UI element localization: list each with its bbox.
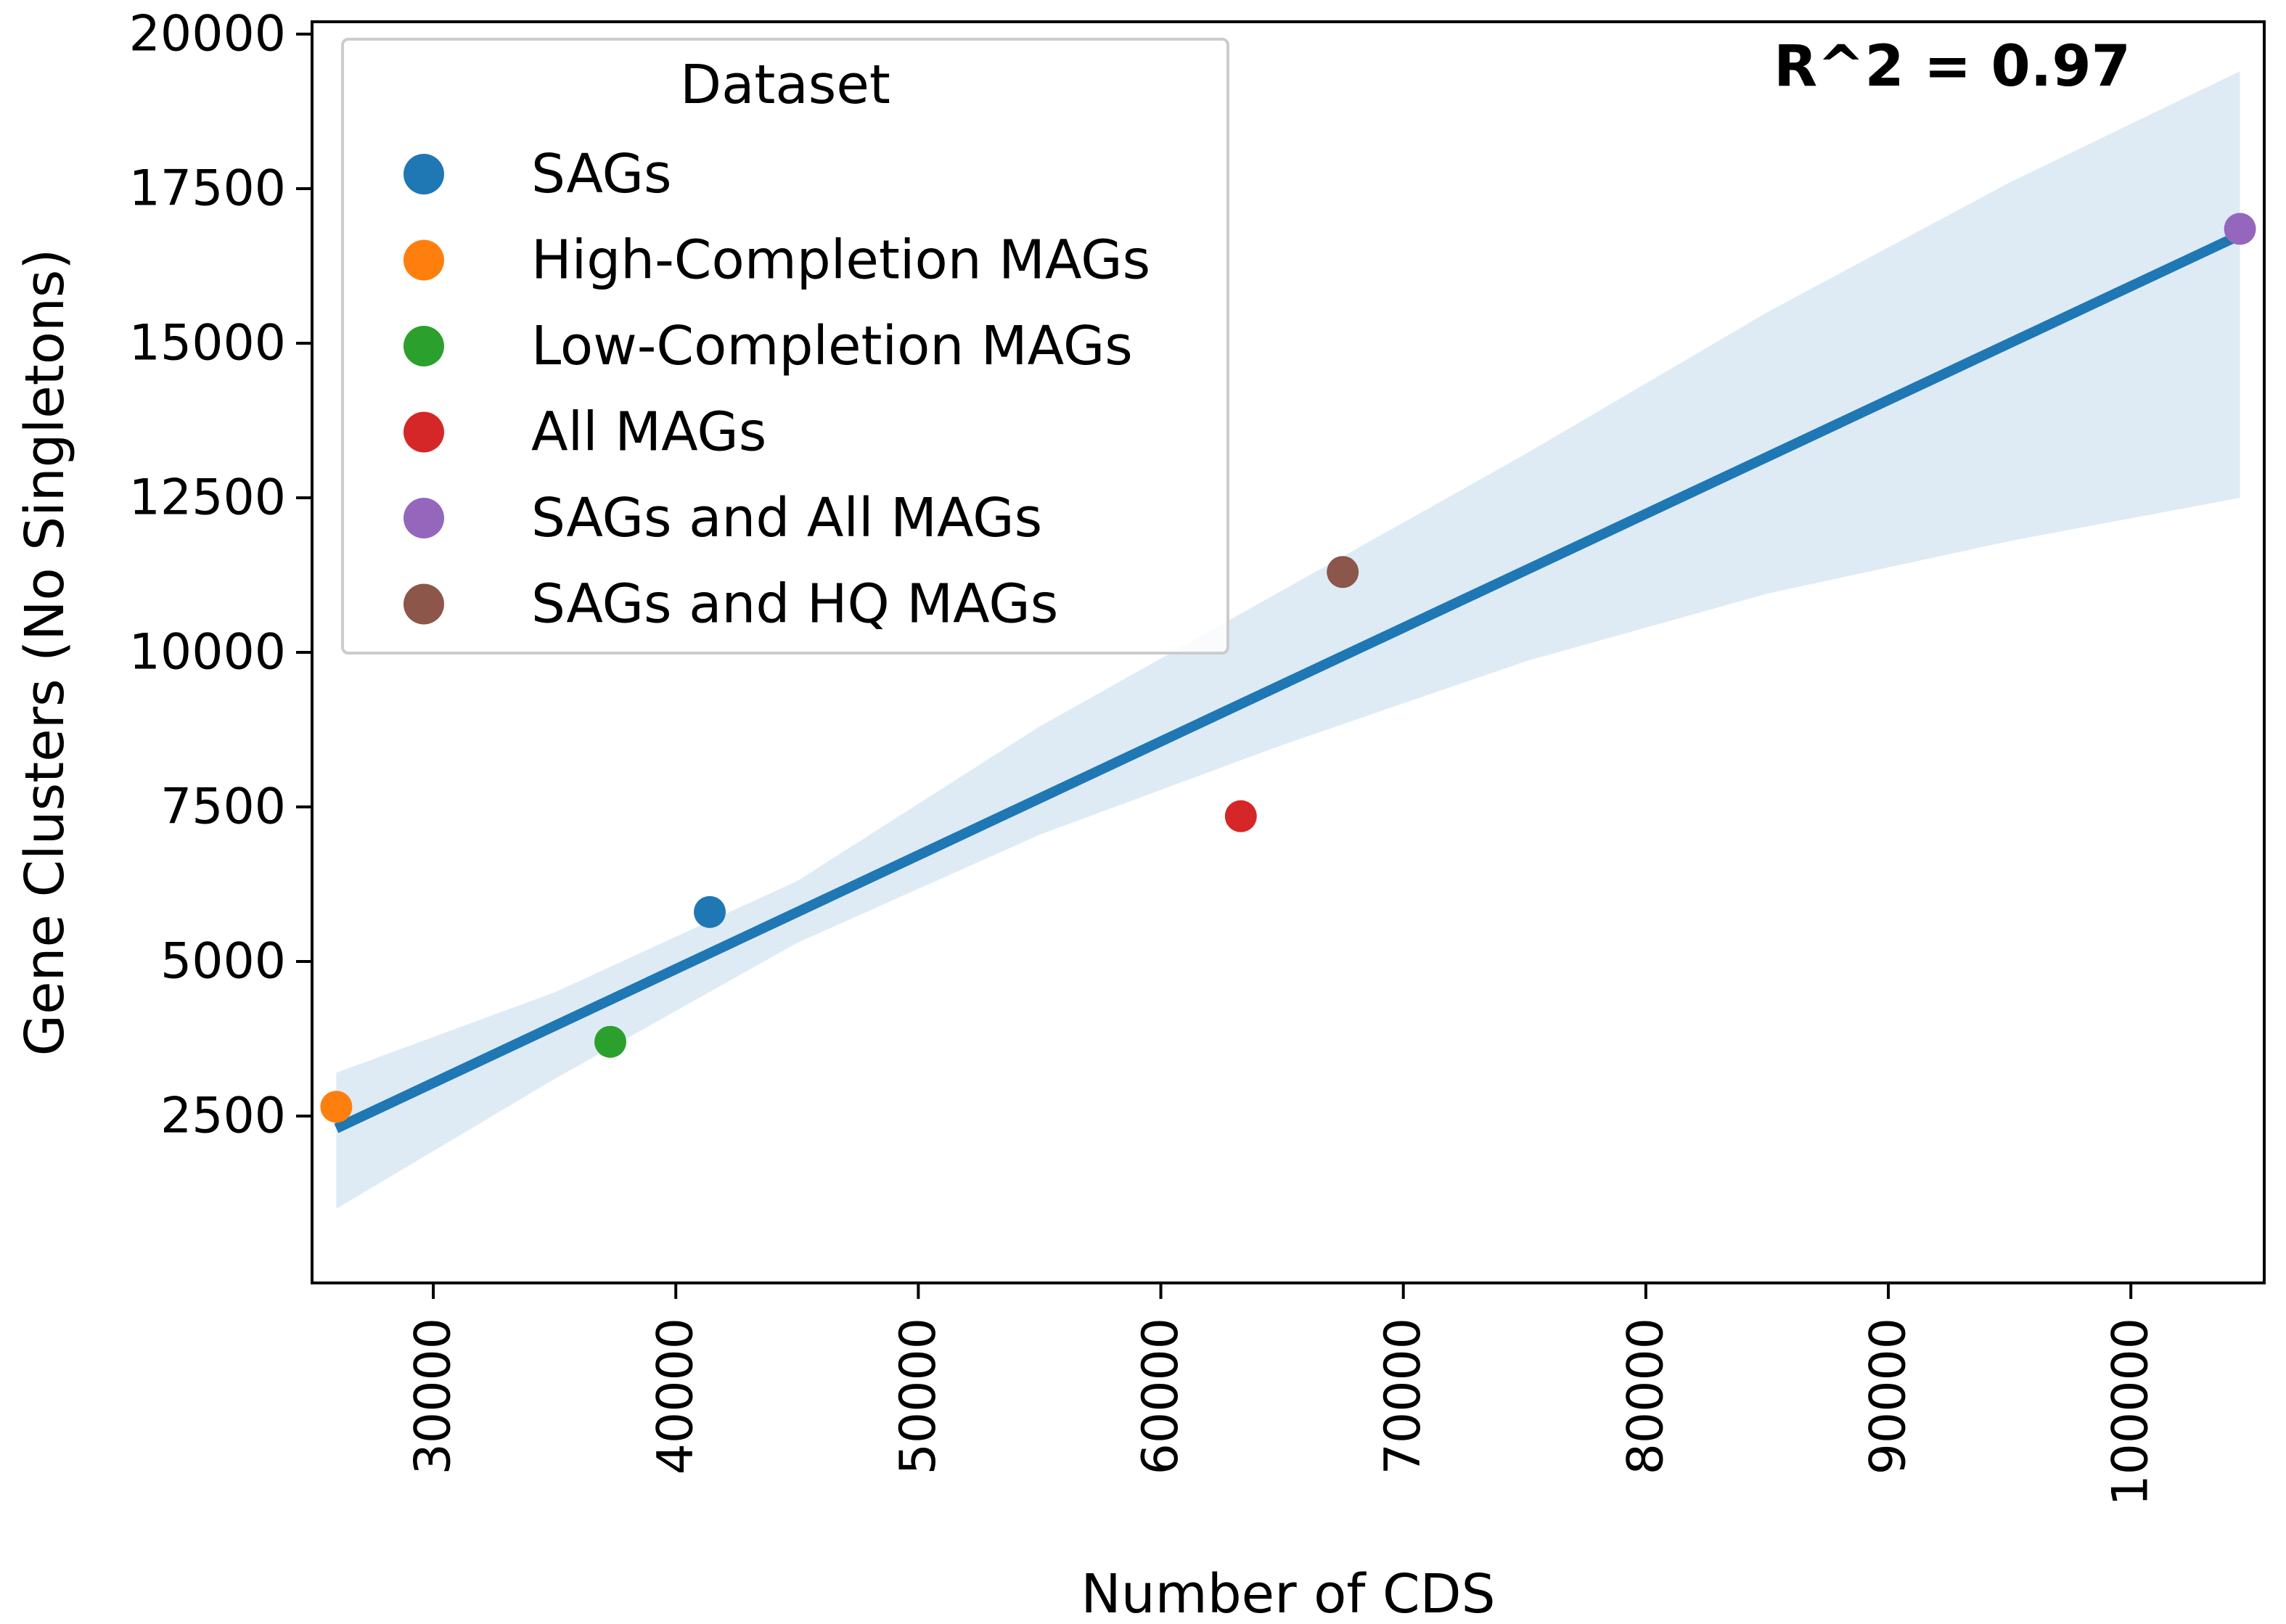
legend: Dataset SAGs High-Completion MAGs Low-Comp… [341,38,1229,655]
y-axis-label: Gene Clusters (No Singletons) [14,249,76,1057]
confidence-band-layer [336,71,2240,1209]
legend-box [341,38,1229,655]
x-tick-label: 80000 [1617,1318,1674,1475]
regression-line [334,230,2242,1133]
legend-marker-all-mags [403,411,444,453]
legend-marker-sags-and-hq-mags [403,583,444,625]
legend-marker-low-completion-mags [403,326,444,366]
legend-marker-sags-and-all-mags [403,498,444,538]
y-tick-label: 17500 [129,160,286,218]
x-tick-label: 40000 [647,1318,705,1475]
data-point-all-mags [1224,800,1257,832]
r-squared-annotation: R^2 = 0.97 [1774,34,2131,99]
y-tick-label: 10000 [129,624,286,681]
x-tick-label: 30000 [405,1318,462,1475]
legend-label-sags: SAGs [531,143,672,205]
data-point-low-completion-mags [594,1025,627,1058]
data-point-sags-and-all-mags [2224,213,2256,245]
legend-title: Dataset [680,54,890,116]
legend-marker-sags [403,154,444,194]
y-tick-label: 12500 [129,469,286,527]
legend-label-low-completion-mags: Low-Completion MAGs [531,315,1133,377]
regression-line-layer [334,230,2242,1133]
x-axis-label: Number of CDS [1081,1563,1495,1624]
legend-items: SAGs High-Completion MAGs Low-Completion M… [403,143,1150,636]
legend-label-sags-and-hq-mags: SAGs and HQ MAGs [531,573,1058,636]
data-point-sags [694,895,726,928]
y-tick-label: 15000 [129,315,286,372]
y-tick-label: 7500 [160,778,286,835]
data-point-sags-and-hq-mags [1327,556,1359,589]
confidence-band [336,71,2240,1209]
x-tick-label: 100000 [2102,1318,2160,1506]
legend-label-sags-and-all-mags: SAGs and All MAGs [531,487,1042,549]
x-tick-label: 70000 [1375,1318,1432,1475]
x-axis-ticks: 30000 40000 50000 60000 70000 80000 90000 10000… [405,1283,2160,1506]
x-tick-label: 90000 [1860,1318,1917,1475]
y-tick-label: 5000 [160,932,286,990]
data-point-high-completion-mags [320,1091,353,1123]
legend-label-all-mags: All MAGs [531,401,766,464]
x-tick-label: 50000 [890,1318,947,1475]
y-axis-ticks: 2500 5000 7500 10000 12500 15000 17500 20000 [129,6,312,1144]
legend-marker-high-completion-mags [403,239,444,281]
data-points-layer [320,213,2256,1123]
y-tick-label: 20000 [129,6,286,63]
x-tick-label: 60000 [1132,1318,1189,1475]
legend-label-high-completion-mags: High-Completion MAGs [531,229,1150,292]
y-tick-label: 2500 [160,1087,286,1144]
